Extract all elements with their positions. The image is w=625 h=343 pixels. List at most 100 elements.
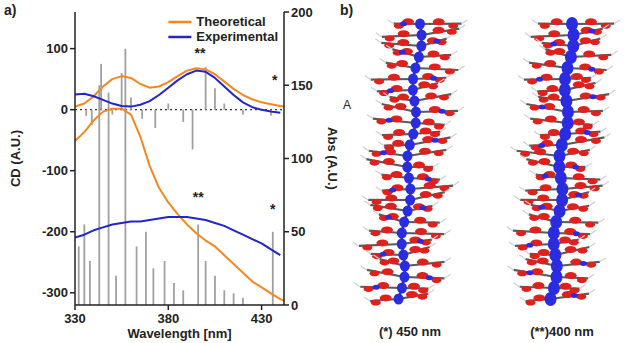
bond — [508, 266, 514, 270]
orbital-lobe — [517, 270, 527, 276]
legend-label: Experimental — [196, 29, 278, 44]
orbital-lobe — [575, 182, 587, 189]
bond — [519, 187, 525, 191]
y-tick-label: -200 — [42, 224, 68, 239]
orbital-lobe — [399, 50, 406, 55]
y2-tick-label: 50 — [291, 224, 305, 239]
stick — [115, 276, 117, 305]
spectrum-line — [75, 217, 280, 255]
y2-tick-label: 150 — [291, 78, 313, 93]
molecule — [353, 18, 468, 305]
orbital-lobe — [445, 110, 455, 116]
stick — [124, 49, 126, 305]
bond — [603, 182, 609, 186]
bond — [432, 236, 438, 240]
orbital-lobe — [402, 151, 412, 162]
orbital-lobe — [588, 67, 595, 72]
orbital-lobe — [573, 231, 580, 236]
bond — [523, 210, 529, 214]
orbital-lobe — [389, 188, 396, 193]
bond — [459, 25, 465, 29]
bond — [520, 297, 526, 301]
orbital-lobe — [393, 129, 405, 136]
orbital-lobe — [579, 150, 589, 156]
orbital-lobe — [384, 105, 394, 111]
legend-swatch — [168, 36, 191, 39]
stick — [164, 261, 166, 305]
orbital-lobe — [376, 118, 386, 124]
orbital-lobe — [414, 217, 426, 224]
spectrum-line — [75, 71, 280, 113]
bond — [589, 188, 595, 192]
stick — [78, 246, 80, 305]
orbital-lobe — [576, 294, 586, 300]
orbital-lobe — [386, 118, 393, 123]
orbital-lobe — [573, 118, 585, 125]
orbital-lobe — [545, 292, 557, 306]
orbital-lobe — [569, 239, 579, 245]
orbital-lobe — [589, 94, 596, 99]
orbital-lobe — [533, 294, 545, 301]
orbital-lobe — [534, 148, 546, 155]
bond — [428, 290, 434, 294]
bond — [365, 76, 371, 80]
orbital-lobe — [411, 107, 421, 118]
orbital-lobe — [418, 287, 428, 293]
bond — [440, 219, 446, 223]
orbital-lobe — [370, 230, 380, 236]
bond — [447, 35, 453, 39]
orbital-lobe — [382, 174, 392, 180]
orbital-lobe — [588, 29, 595, 34]
orbital-lobe — [538, 90, 548, 96]
bond — [380, 59, 386, 63]
bond — [444, 230, 450, 234]
y2-tick-label: 200 — [291, 5, 313, 20]
orbital-lobe — [397, 283, 407, 294]
bond — [518, 76, 524, 80]
orbital-lobe — [384, 42, 394, 48]
orbital-lobe — [383, 158, 395, 165]
bond — [523, 59, 529, 63]
orbital-lobe — [425, 92, 437, 99]
orbital-lobe — [369, 270, 379, 276]
orbital-lobe — [425, 177, 432, 182]
orbital-lobe — [545, 115, 557, 122]
bond — [520, 155, 526, 159]
orbital-lobe — [526, 300, 536, 306]
orbital-lobe — [537, 257, 549, 264]
bond — [376, 100, 382, 104]
orbital-lobe — [413, 161, 425, 168]
stick — [242, 298, 244, 305]
bond — [440, 128, 446, 132]
orbital-lobe — [385, 35, 395, 41]
x-tick-label: 330 — [64, 311, 86, 326]
orbital-lobe — [409, 246, 421, 253]
orbital-lobe — [400, 261, 410, 272]
bond — [462, 20, 468, 24]
bond — [446, 146, 452, 150]
bond — [433, 163, 439, 167]
orbital-lobe — [573, 173, 585, 180]
bond — [586, 163, 592, 167]
legend-swatch — [168, 21, 191, 24]
x-tick-label: 380 — [157, 311, 179, 326]
orbital-lobe — [417, 239, 424, 244]
orbital-lobe — [544, 60, 556, 67]
bond — [510, 147, 516, 151]
orbital-lobe — [532, 63, 542, 69]
orbital-lobe — [532, 282, 544, 289]
orbital-lobe — [548, 94, 560, 101]
orbital-lobe — [530, 253, 540, 259]
orbital-lobe — [583, 51, 595, 58]
bond — [446, 74, 452, 78]
orbital-lobe — [374, 78, 384, 84]
orbital-lobe — [538, 213, 550, 220]
bond — [388, 20, 394, 24]
stick — [205, 261, 207, 305]
orbital-lobe — [572, 164, 579, 169]
orbital-lobe — [405, 195, 415, 206]
bond — [523, 142, 529, 146]
orbital-lobe — [376, 239, 388, 246]
bond — [353, 242, 359, 246]
bond — [589, 202, 595, 206]
